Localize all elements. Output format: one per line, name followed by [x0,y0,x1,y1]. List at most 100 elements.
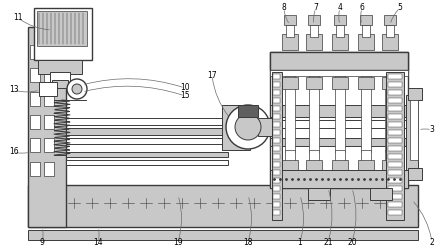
Bar [30,115,40,129]
Bar [273,170,280,175]
Text: 15: 15 [180,91,190,101]
Bar [52,80,68,88]
Bar [273,114,280,119]
Bar [273,122,280,127]
Text: 6: 6 [360,3,365,13]
Bar [370,188,392,200]
Bar [30,68,40,82]
Bar [273,98,280,103]
Bar [44,92,54,106]
Bar [28,27,66,227]
Bar [222,105,250,150]
Bar [388,162,402,167]
Bar [30,162,40,176]
Text: 5: 5 [397,3,402,13]
Bar [306,160,322,176]
Bar [382,34,398,50]
Bar [386,72,404,220]
Bar [273,194,280,199]
Text: 17: 17 [207,70,217,80]
Circle shape [72,84,82,94]
Bar [273,162,280,167]
Bar [335,76,345,152]
Bar [44,162,54,176]
Text: 13: 13 [9,85,19,95]
Bar [44,45,54,59]
Bar [358,34,374,50]
Text: 21: 21 [323,238,333,247]
Bar [388,98,402,103]
Bar [273,154,280,159]
Bar [388,202,402,207]
Bar [30,92,40,106]
Bar [408,88,422,100]
Bar [388,130,402,135]
Text: 20: 20 [347,238,357,247]
Bar [66,138,248,144]
Bar [66,118,248,125]
Bar [282,77,298,89]
Bar [334,15,346,25]
Bar [30,45,40,59]
Bar [388,114,402,119]
Text: 18: 18 [243,238,253,247]
Bar [284,15,296,25]
Bar [286,25,294,37]
Bar [388,122,402,127]
Bar [28,230,418,240]
Bar [273,186,280,191]
Bar [270,170,408,188]
Bar [285,76,295,152]
Text: 14: 14 [93,238,103,247]
Bar [310,25,318,37]
Bar [30,138,40,152]
Bar [50,72,70,82]
Bar [28,185,418,227]
Bar [384,15,396,25]
Bar [388,178,402,183]
Bar [382,77,398,89]
Bar [273,178,280,183]
Bar [358,160,374,176]
Text: 7: 7 [313,3,318,13]
Bar [388,74,402,79]
Circle shape [235,114,261,140]
Bar [406,95,418,170]
Bar [361,76,371,152]
Bar [306,34,322,50]
Bar [270,70,408,76]
Bar [362,25,370,37]
Bar [37,11,87,46]
Bar [66,160,228,165]
Bar [385,76,395,152]
Bar [386,25,394,37]
Bar [270,138,408,146]
Bar [388,170,402,175]
Circle shape [226,105,270,149]
Text: 8: 8 [281,3,286,13]
Bar [273,82,280,87]
Bar [38,60,82,74]
Text: 3: 3 [429,125,434,135]
Bar [273,202,280,207]
Bar [332,160,348,176]
Circle shape [67,79,87,99]
Bar [270,105,408,117]
Bar [44,115,54,129]
Text: 11: 11 [13,14,23,22]
Bar [273,138,280,143]
Bar [388,138,402,143]
Bar [258,118,272,136]
Bar [66,152,228,157]
Bar [358,77,374,89]
Bar [306,77,322,89]
Bar [361,150,371,180]
Bar [308,15,320,25]
Text: 1: 1 [297,238,302,247]
Bar [332,34,348,50]
Bar [309,150,319,180]
Bar [270,120,408,128]
Bar [39,82,57,96]
Bar [332,77,348,89]
Bar [270,52,408,188]
